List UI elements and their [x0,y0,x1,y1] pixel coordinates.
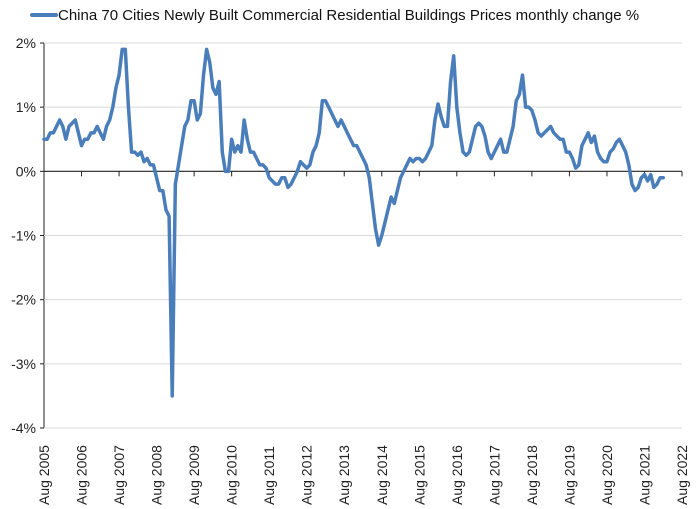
gridlines [44,42,682,429]
y-tick-label: 1% [16,99,36,115]
x-tick-label: Aug 2009 [186,445,202,505]
x-tick-label: Aug 2012 [299,445,315,505]
series-layer [42,47,665,398]
x-tick-label: Aug 2010 [224,445,240,505]
x-tick-label: Aug 2017 [486,445,502,505]
x-tick-label: Aug 2005 [36,445,52,505]
y-tick-label: 2% [16,35,36,51]
x-tick-label: Aug 2022 [674,445,690,505]
legend: China 70 Cities Newly Built Commercial R… [30,7,639,24]
y-axis: 2% 1% 0% -1% -2% -3% -4% [11,35,45,436]
x-tick-label: Aug 2013 [336,445,352,505]
x-tick-label: Aug 2015 [411,445,427,505]
x-tick-label: Aug 2011 [261,446,277,505]
x-tick-label: Aug 2020 [599,445,615,505]
x-tick-label: Aug 2014 [374,445,390,505]
x-tick-label: Aug 2008 [149,445,165,505]
y-tick-label: -3% [11,356,36,372]
y-tick-label: -2% [11,292,36,308]
x-tick-label: Aug 2007 [111,445,127,505]
series-line [42,47,665,398]
y-tick-label: -1% [11,228,36,244]
x-tick-label: Aug 2019 [561,445,577,505]
x-tick-label: Aug 2021 [636,445,652,505]
x-tick-label: Aug 2006 [74,445,90,505]
x-tick-label: Aug 2018 [524,445,540,505]
y-tick-label: 0% [16,163,36,179]
legend-label: China 70 Cities Newly Built Commercial R… [58,7,639,24]
x-axis: Aug 2005 Aug 2006 Aug 2007 Aug 2008 Aug 2009… [36,170,690,505]
y-tick-label: -4% [11,420,36,436]
x-tick-label: Aug 2016 [449,445,465,505]
